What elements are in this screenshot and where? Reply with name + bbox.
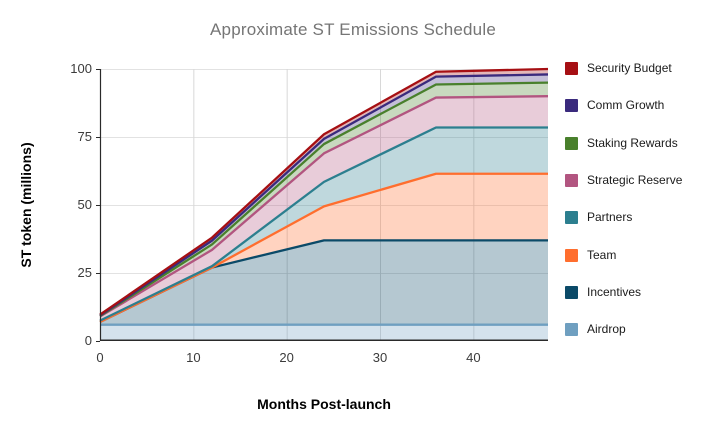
legend-item-security-budget[interactable]: Security Budget [565,62,672,75]
area-incentives [100,240,548,325]
line-partners [99,126,548,322]
x-axis-title: Months Post-launch [257,396,391,412]
legend-item-strategic-reserve[interactable]: Strategic Reserve [565,172,683,187]
x-tick-label: 30 [372,350,388,365]
line-security-budget [99,67,549,316]
legend-item-airdrop[interactable]: Airdrop [565,322,626,337]
area-team [100,173,548,322]
line-strategic-reserve [99,95,549,318]
area-partners [100,127,548,322]
legend-item-team[interactable]: Team [565,247,617,262]
line-comm-growth [99,73,549,317]
legend-swatch-icon [565,136,578,150]
y-tick-label: 25 [77,265,92,280]
legend-swatch-icon [565,173,578,187]
legend-item-partners[interactable]: Partners [565,210,633,225]
legend-label: Staking Rewards [587,135,678,150]
legend-label: Strategic Reserve [587,172,683,187]
legend-item-comm-growth[interactable]: Comm Growth [565,98,665,113]
legend-item-incentives[interactable]: Incentives [565,284,642,299]
x-tick-label: 0 [96,350,104,365]
y-tick-label: 50 [77,197,92,212]
legend-swatch-icon [565,99,578,113]
y-axis-title: ST token (millions) [18,142,34,268]
x-tick-label: 10 [186,350,201,365]
plot-area[interactable] [96,67,549,342]
line-team [99,172,548,323]
chart-title: Approximate ST Emissions Schedule [210,20,496,39]
y-tick-label: 100 [70,61,92,76]
legend-label: Security Budget [587,61,672,75]
legend-swatch-icon [565,62,578,75]
line-staking-rewards [99,81,549,317]
legend-label: Airdrop [587,322,626,337]
legend-item-staking-rewards[interactable]: Staking Rewards [565,135,678,150]
y-tick-label: 0 [84,333,92,348]
legend-swatch-icon [565,248,578,262]
legend-swatch-icon [565,285,578,299]
x-tick-label: 20 [279,350,294,365]
area-airdrop [100,324,548,341]
legend-label: Comm Growth [587,98,665,113]
legend-label: Partners [587,210,633,225]
x-tick-label: 40 [466,350,481,365]
area-strategic-reserve [100,96,548,321]
legend-swatch-icon [565,211,578,225]
legend-label: Incentives [587,284,642,299]
y-tick-label: 75 [77,129,92,144]
legend-swatch-icon [565,323,578,337]
legend-label: Team [587,247,617,262]
